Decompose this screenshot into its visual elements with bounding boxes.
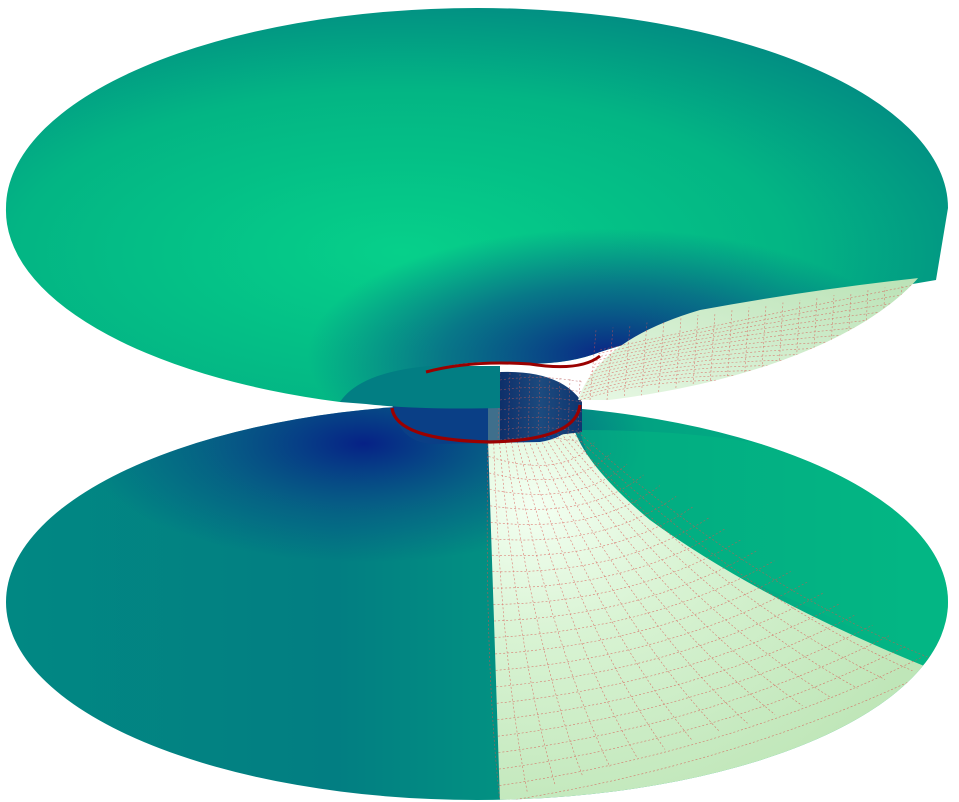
mesh-line <box>929 279 937 401</box>
mesh-line <box>495 581 808 671</box>
mesh-line <box>510 437 611 768</box>
top-sheet <box>5 8 949 409</box>
mesh-line <box>585 359 948 387</box>
mesh-line <box>623 324 631 401</box>
mesh-line <box>504 438 583 776</box>
mesh-line <box>499 657 922 786</box>
mesh-line <box>587 353 948 383</box>
mesh-line <box>557 377 561 437</box>
mesh-line <box>499 387 583 393</box>
mesh-line <box>640 322 648 401</box>
mesh-line <box>606 327 614 401</box>
mesh-line <box>499 377 583 383</box>
mesh-line <box>946 277 948 401</box>
mesh-line <box>499 667 939 800</box>
mesh-line <box>895 284 903 401</box>
bottom-sheet <box>6 404 948 800</box>
mesh-line <box>725 309 733 401</box>
mesh-line <box>489 453 611 481</box>
mesh-line <box>527 374 531 440</box>
mesh-line <box>742 307 750 401</box>
mesh-line <box>495 571 791 655</box>
mesh-line <box>499 407 583 413</box>
mesh-line <box>567 378 571 436</box>
mesh-line <box>493 539 742 605</box>
mesh-line <box>527 436 693 741</box>
mesh-line <box>497 624 873 737</box>
mesh-line <box>708 312 716 401</box>
mesh-line <box>490 474 644 510</box>
mesh-line <box>496 592 824 688</box>
bottom-cutaway <box>486 431 948 800</box>
mesh-line <box>538 435 748 724</box>
mesh-line <box>588 346 948 379</box>
mesh-line <box>572 432 913 672</box>
mesh-line <box>499 397 583 403</box>
throat-ring <box>390 354 601 444</box>
mesh-line <box>566 432 886 680</box>
mesh-line <box>493 439 528 794</box>
mesh-line <box>521 436 666 750</box>
mesh-line <box>577 379 581 435</box>
mesh-line <box>543 434 776 715</box>
mesh-line <box>674 317 682 401</box>
mesh-line <box>498 635 890 753</box>
mesh-line <box>498 646 906 770</box>
mesh-line <box>497 614 857 721</box>
mesh-line <box>577 431 941 663</box>
mesh-line <box>532 435 721 733</box>
mesh-line <box>494 560 775 638</box>
mesh-line <box>492 528 726 589</box>
mesh-line <box>507 372 511 442</box>
mesh-line <box>560 433 858 689</box>
mesh-line <box>489 463 628 495</box>
mesh-line <box>515 437 638 759</box>
mesh-line <box>498 438 556 785</box>
mesh-line <box>499 427 583 433</box>
mesh-line <box>496 603 840 704</box>
mesh-line <box>486 439 501 800</box>
mesh-line <box>555 433 831 698</box>
mesh-line <box>492 517 710 573</box>
mesh-line <box>490 485 660 525</box>
mesh-line <box>491 506 693 557</box>
mesh-line <box>912 282 920 401</box>
mesh-line <box>657 319 665 401</box>
mesh-line <box>517 373 521 441</box>
mesh-line <box>549 434 803 706</box>
